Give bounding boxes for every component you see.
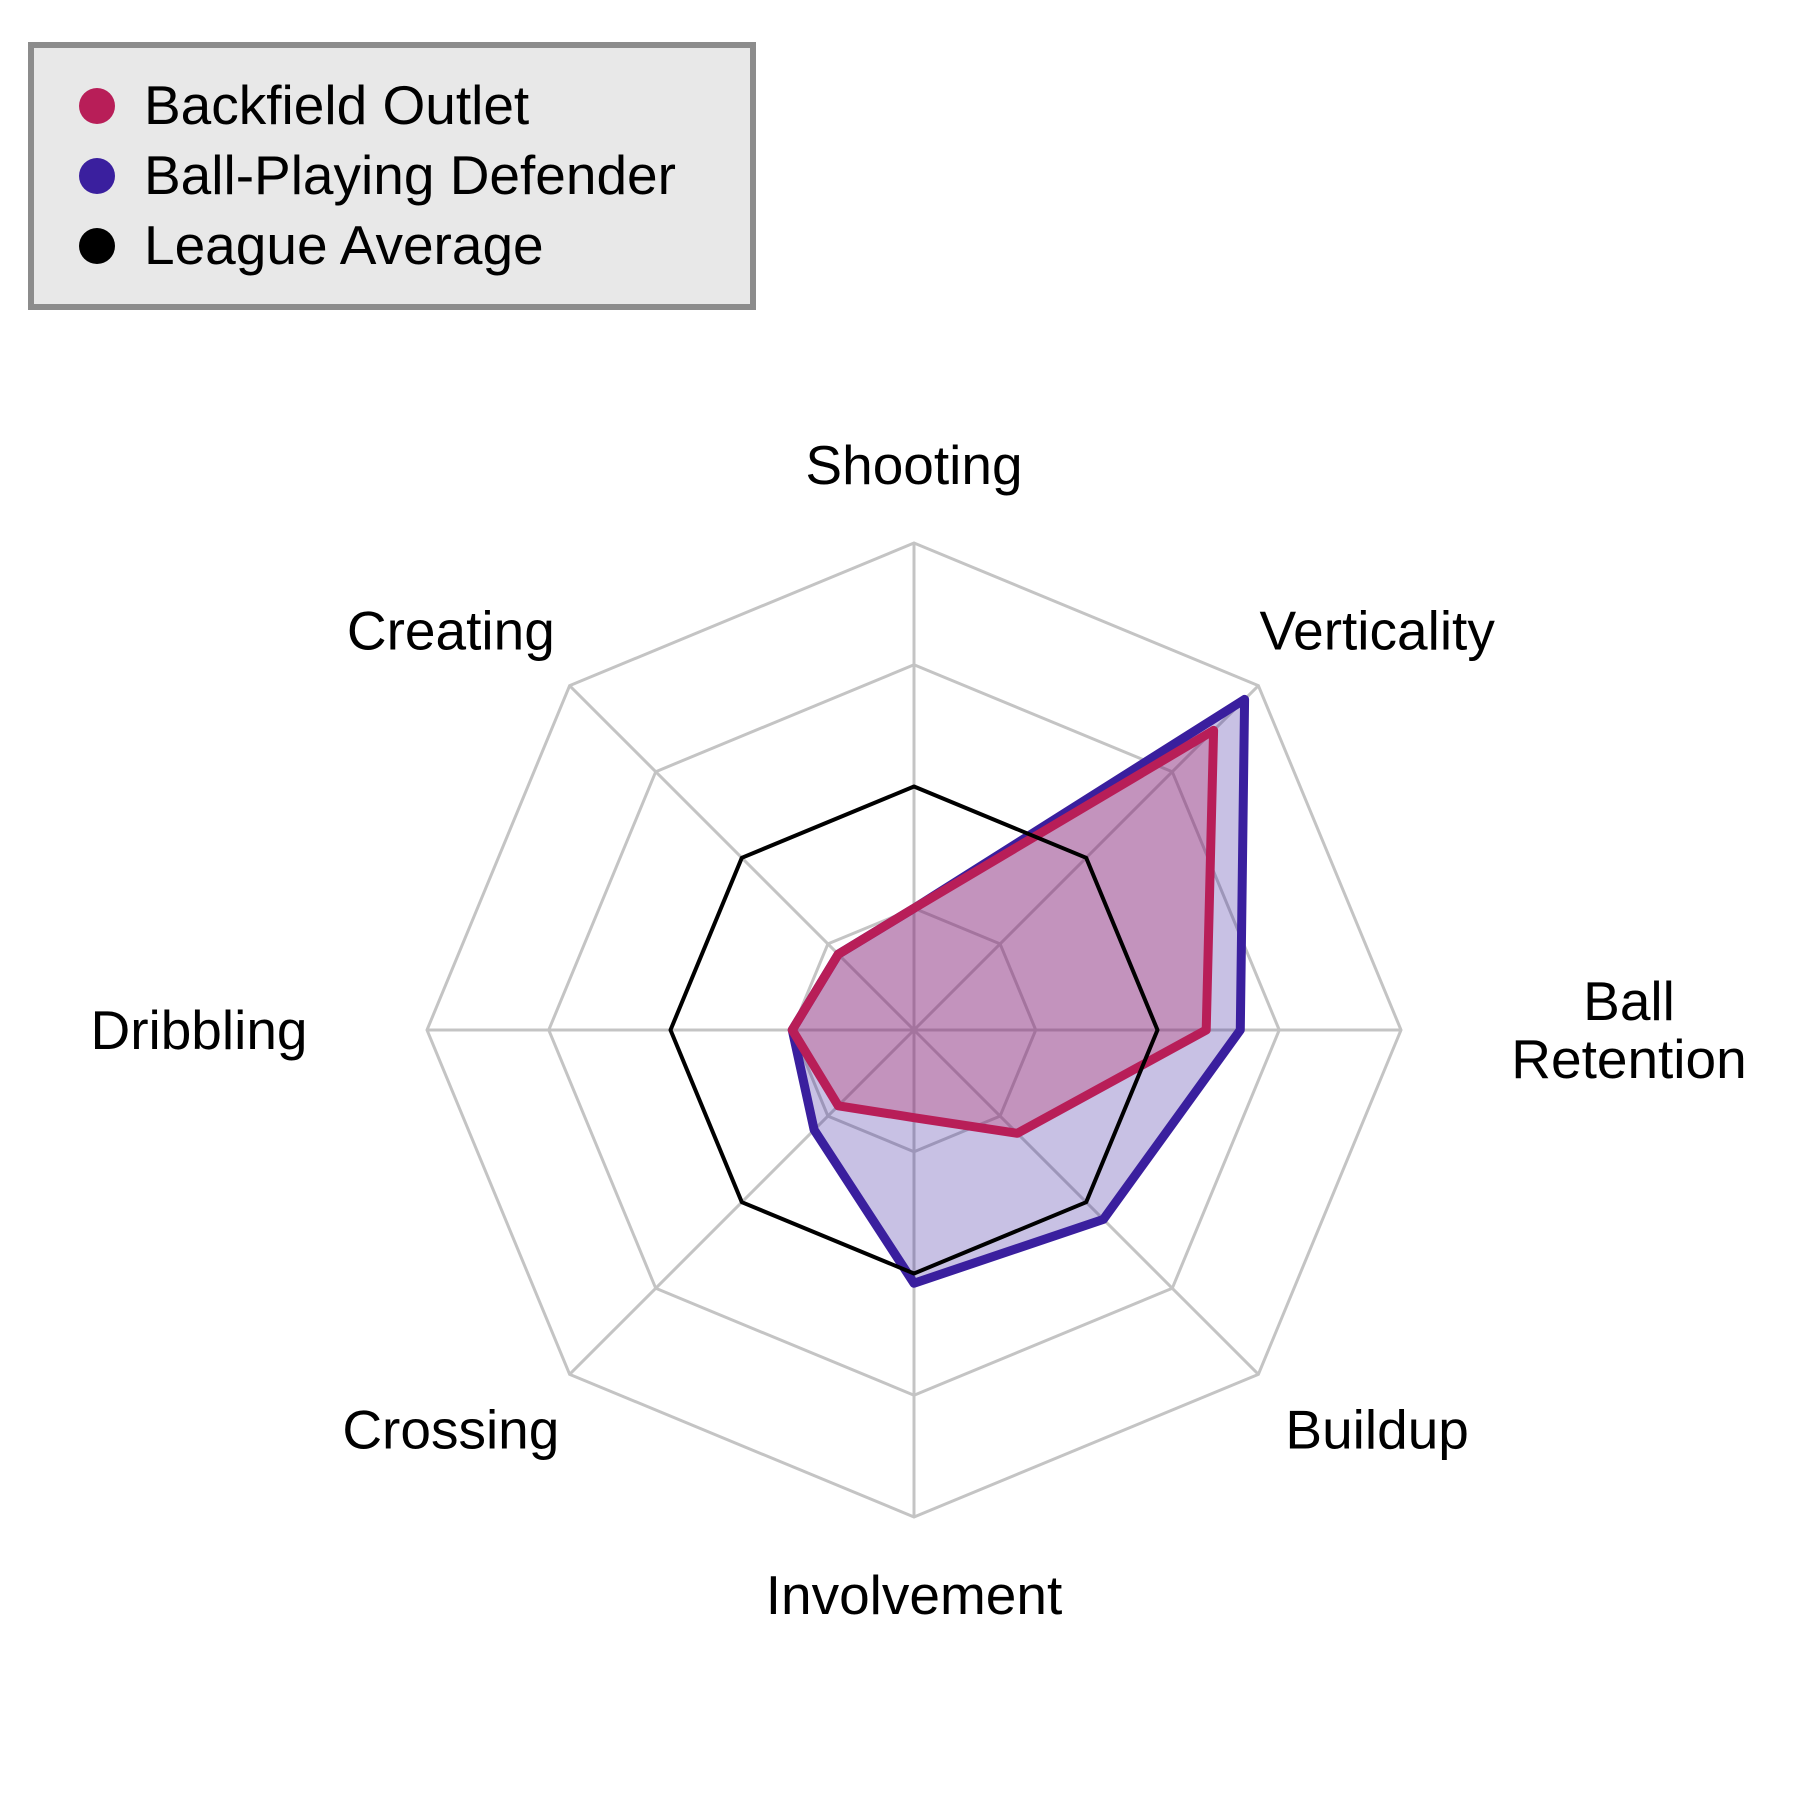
series-line-backfield-outlet (787, 725, 1219, 1138)
series-area-ball-playing-defender (792, 699, 1245, 1284)
axis-label-creating: Creating (347, 599, 555, 661)
legend-marker-ball-playing-defender (79, 158, 115, 194)
legend-marker-league-average (79, 228, 115, 264)
legend: Backfield Outlet Ball-Playing Defender Lea… (28, 42, 756, 310)
legend-label-ball-playing-defender: Ball-Playing Defender (144, 144, 676, 206)
axis-label-shooting: Shooting (805, 434, 1022, 496)
series-area-backfield-outlet (792, 730, 1214, 1134)
legend-marker-backfield-outlet (79, 88, 115, 124)
axis-label-involvement: Involvement (766, 1564, 1063, 1626)
axis-label-ball-retention: Ball Retention (1511, 970, 1746, 1090)
axis-labels: Shooting Verticality Ball Retention Buildup I… (90, 434, 1746, 1626)
series-layer (668, 694, 1250, 1288)
axis-label-verticality: Verticality (1259, 599, 1495, 661)
axis-label-crossing: Crossing (342, 1399, 559, 1461)
legend-label-league-average: League Average (144, 214, 544, 276)
axis-label-dribbling: Dribbling (90, 999, 307, 1061)
legend-box (28, 42, 756, 310)
series-line-league-average (668, 784, 1160, 1276)
axis-label-buildup: Buildup (1285, 1399, 1468, 1461)
legend-label-backfield-outlet: Backfield Outlet (144, 74, 529, 136)
